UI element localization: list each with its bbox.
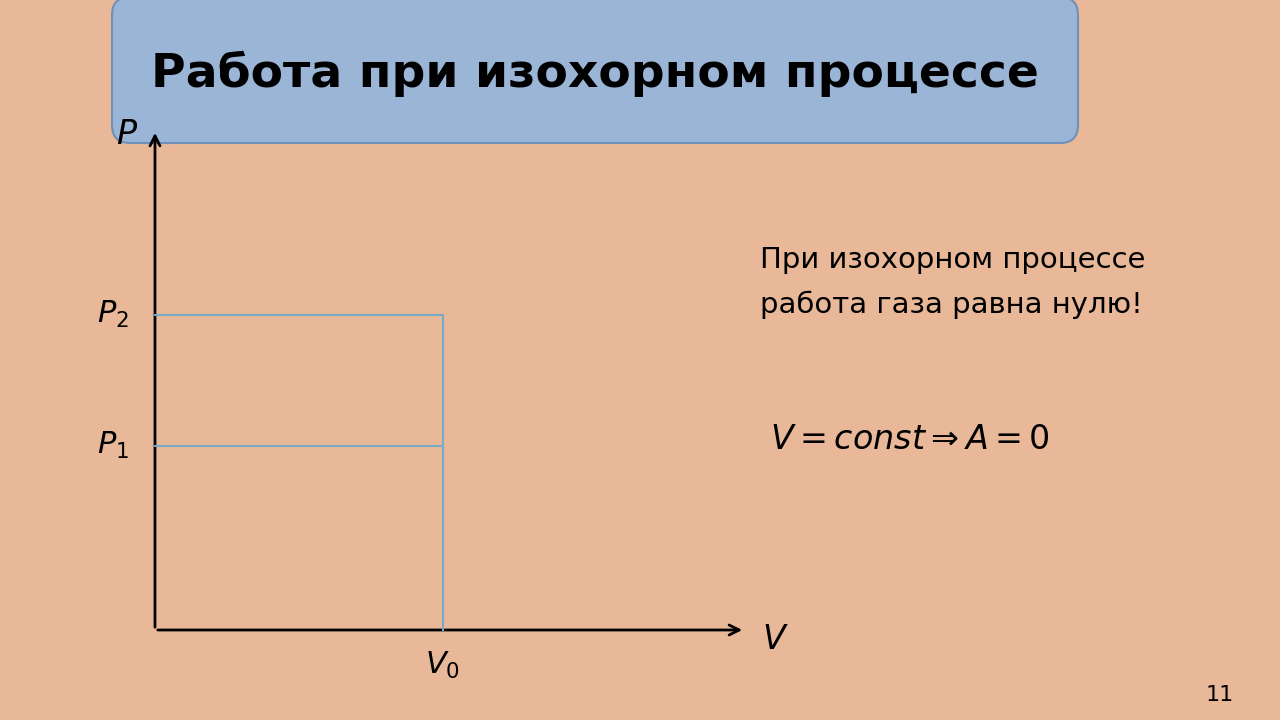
Text: Работа при изохорном процессе: Работа при изохорном процессе: [151, 51, 1039, 97]
Text: работа газа равна нулю!: работа газа равна нулю!: [760, 291, 1143, 319]
FancyBboxPatch shape: [113, 0, 1078, 143]
Text: $V$: $V$: [762, 624, 788, 656]
Text: $P$: $P$: [116, 119, 138, 151]
Text: $P_2$: $P_2$: [97, 300, 129, 330]
Text: $V = const \Rightarrow A = 0$: $V = const \Rightarrow A = 0$: [771, 424, 1050, 456]
Text: 11: 11: [1206, 685, 1234, 705]
Text: При изохорном процессе: При изохорном процессе: [760, 246, 1146, 274]
Text: $V_0$: $V_0$: [425, 649, 460, 680]
Text: $P_1$: $P_1$: [97, 430, 129, 462]
